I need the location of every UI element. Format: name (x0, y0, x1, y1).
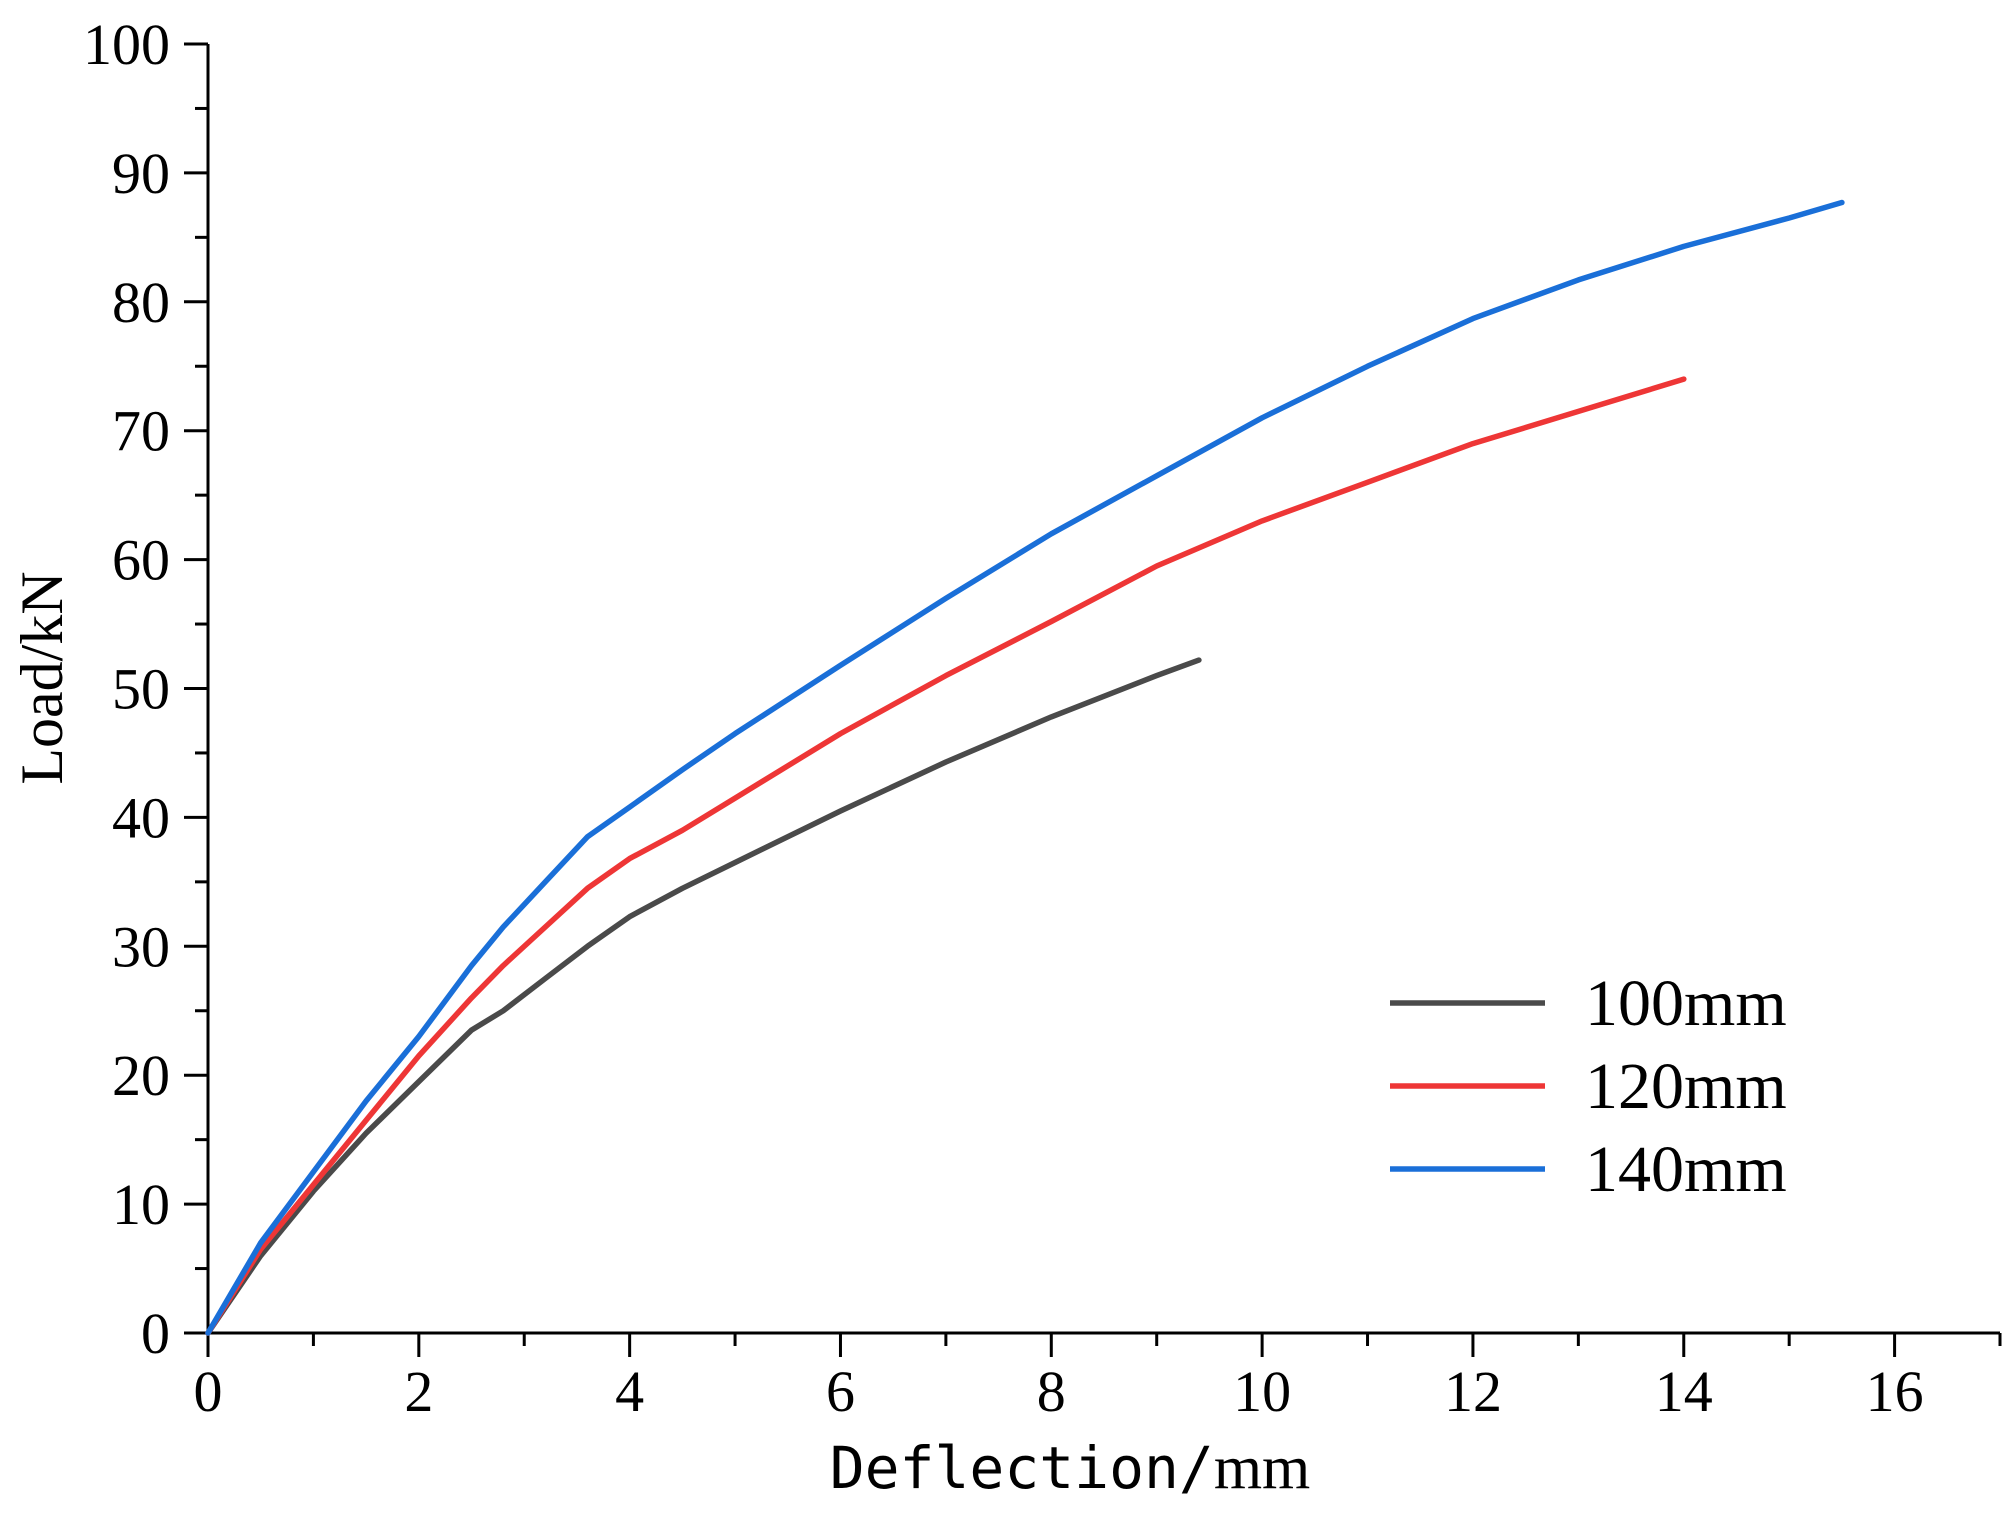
x-axis-title: Deflection/mm (830, 1434, 1311, 1502)
legend-label: 120mm (1585, 1050, 1787, 1123)
x-tick-label: 6 (826, 1359, 855, 1424)
y-tick-label: 40 (112, 785, 170, 850)
legend-label: 140mm (1585, 1133, 1787, 1206)
y-tick-label: 10 (112, 1172, 170, 1237)
y-tick-label: 0 (141, 1301, 170, 1366)
x-axis-title-unit: mm (1214, 1434, 1310, 1502)
y-tick-label: 50 (112, 657, 170, 722)
series-line-140mm (205, 199, 1845, 1336)
y-tick-label: 90 (112, 141, 170, 206)
y-axis-ticks: 0 10 20 30 40 50 60 70 80 90 100 (83, 12, 208, 1366)
series-line-100mm (205, 657, 1202, 1336)
y-tick-label: 30 (112, 914, 170, 979)
x-tick-label: 14 (1655, 1359, 1713, 1424)
x-tick-label: 4 (615, 1359, 644, 1424)
x-tick-label: 2 (404, 1359, 433, 1424)
series-layer (205, 199, 1845, 1336)
y-tick-label: 60 (112, 528, 170, 593)
legend-label: 100mm (1585, 967, 1787, 1040)
x-tick-label: 0 (194, 1359, 223, 1424)
plot-area: 0 10 20 30 40 50 60 70 80 90 100 0 2 4 6 8 10 12 14 16 (83, 12, 2002, 1424)
x-axis-title-prefix: Deflection/ (830, 1434, 1214, 1502)
y-tick-label: 80 (112, 270, 170, 335)
x-tick-label: 10 (1233, 1359, 1291, 1424)
series-line-120mm (205, 376, 1687, 1336)
x-axis-ticks: 0 2 4 6 8 10 12 14 16 (194, 1333, 2002, 1424)
legend: 100mm 120mm 140mm (1390, 967, 1787, 1206)
x-tick-label: 8 (1037, 1359, 1066, 1424)
x-tick-label: 16 (1866, 1359, 1924, 1424)
y-tick-label: 100 (83, 12, 170, 77)
y-axis-title: Load/kN (9, 571, 75, 784)
x-tick-label: 12 (1444, 1359, 1502, 1424)
y-tick-label: 20 (112, 1043, 170, 1108)
y-tick-label: 70 (112, 399, 170, 464)
